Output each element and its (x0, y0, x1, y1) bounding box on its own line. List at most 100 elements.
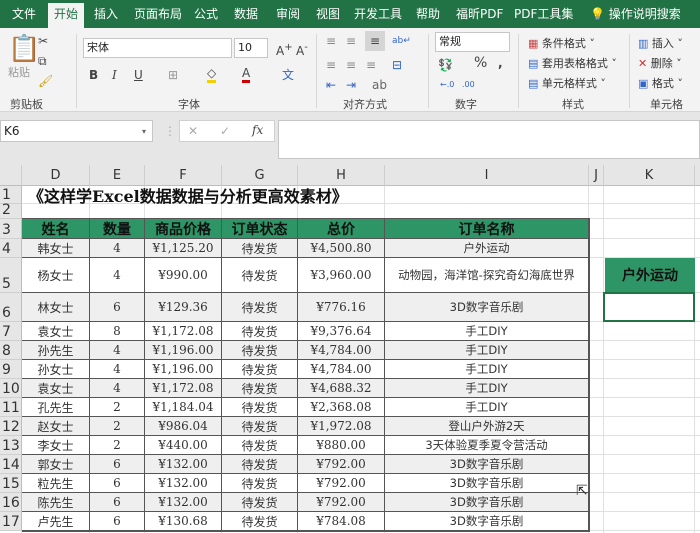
orientation-icon[interactable]: ab (372, 78, 387, 92)
tab-3[interactable]: 页面布局 (134, 7, 183, 21)
table-header-cell[interactable]: 总价 (298, 219, 384, 238)
row-header-13[interactable]: 13 (0, 436, 22, 455)
italic-button[interactable]: I (112, 68, 117, 82)
increase-font-icon[interactable]: A+ (276, 42, 293, 58)
row-header-5[interactable]: 5 (0, 258, 22, 293)
table-cell[interactable]: 手工DIY (385, 398, 588, 416)
tab-10[interactable]: 福昕PDF (456, 7, 504, 21)
paste-icon[interactable]: 📋 (8, 34, 41, 64)
table-cell[interactable]: 6 (90, 455, 144, 473)
column-header-F[interactable]: F (145, 165, 222, 186)
table-cell[interactable]: 手工DIY (385, 379, 588, 397)
table-cell[interactable]: 李女士 (22, 436, 89, 454)
sheet-title[interactable]: 《这样学Excel数据数据与分析更高效素材》 (28, 187, 348, 204)
table-cell[interactable]: ¥129.36 (145, 293, 221, 321)
table-cell[interactable]: 6 (90, 493, 144, 511)
k5-cell[interactable]: 户外运动 (605, 258, 695, 292)
table-cell[interactable]: 户外运动 (385, 239, 588, 257)
table-header-cell[interactable]: 数量 (90, 219, 144, 238)
table-cell[interactable]: 卢先生 (22, 512, 89, 530)
table-cell[interactable]: 孔先生 (22, 398, 89, 416)
table-cell[interactable]: ¥132.00 (145, 455, 221, 473)
table-cell[interactable]: 林女士 (22, 293, 89, 321)
table-cell[interactable]: 8 (90, 322, 144, 340)
table-cell[interactable]: 待发货 (222, 474, 297, 492)
table-cell[interactable]: ¥130.68 (145, 512, 221, 530)
table-cell[interactable]: ¥132.00 (145, 474, 221, 492)
row-header-12[interactable]: 12 (0, 417, 22, 436)
worksheet-grid[interactable]: D E F G H I J K 1 2 3 4 5 6 7 8 9 10 11 12 13 14 15 16 17 《这样学Exc… (0, 165, 700, 533)
table-cell[interactable]: 待发货 (222, 455, 297, 473)
table-cell[interactable]: 待发货 (222, 341, 297, 359)
fill-color-icon[interactable]: ◇ (207, 66, 217, 83)
table-cell[interactable]: 4 (90, 341, 144, 359)
wrap-text-icon[interactable]: ab↵ (392, 36, 411, 46)
selected-cell-k6[interactable] (603, 292, 695, 322)
table-cell[interactable]: 待发货 (222, 239, 297, 257)
align-right-icon[interactable]: ≡ (366, 58, 377, 72)
table-cell[interactable]: ¥1,972.08 (298, 417, 384, 435)
row-header-16[interactable]: 16 (0, 493, 22, 512)
table-cell[interactable]: 待发货 (222, 417, 297, 435)
cut-icon[interactable]: ✂ (38, 34, 49, 48)
table-cell[interactable]: 手工DIY (385, 322, 588, 340)
row-header-14[interactable]: 14 (0, 455, 22, 474)
column-header-H[interactable]: H (298, 165, 385, 186)
tab-1[interactable]: 开始 (48, 3, 85, 28)
table-cell[interactable]: ¥1,196.00 (145, 341, 221, 359)
table-cell[interactable]: 手工DIY (385, 360, 588, 378)
table-cell[interactable]: 4 (90, 379, 144, 397)
column-header-E[interactable]: E (90, 165, 145, 186)
table-cell[interactable]: 3D数字音乐剧 (385, 493, 588, 511)
align-center-icon[interactable]: ≡ (346, 58, 357, 72)
name-box[interactable]: K6 (0, 120, 153, 142)
bold-button[interactable]: B (89, 68, 99, 82)
table-cell[interactable]: ¥1,125.20 (145, 239, 221, 257)
table-header-cell[interactable]: 姓名 (22, 219, 89, 238)
tab-2[interactable]: 插入 (94, 7, 119, 21)
table-cell[interactable]: ¥2,368.08 (298, 398, 384, 416)
table-cell[interactable]: 2 (90, 436, 144, 454)
formula-input[interactable] (278, 120, 700, 159)
table-cell[interactable]: 赵女士 (22, 417, 89, 435)
table-cell[interactable]: ¥1,196.00 (145, 360, 221, 378)
row-header-10[interactable]: 10 (0, 379, 22, 398)
table-cell[interactable]: 待发货 (222, 322, 297, 340)
comma-button[interactable]: , (498, 56, 503, 70)
row-header-8[interactable]: 8 (0, 341, 22, 360)
font-color-icon[interactable]: A (242, 66, 251, 83)
tab-11[interactable]: PDF工具集 (514, 7, 574, 21)
decrease-decimal-icon[interactable]: .00 (462, 80, 475, 89)
tab-9[interactable]: 帮助 (416, 7, 441, 21)
column-header-D[interactable]: D (22, 165, 90, 186)
table-cell[interactable]: 待发货 (222, 293, 297, 321)
table-cell[interactable]: 袁女士 (22, 379, 89, 397)
cell-styles-button[interactable]: ▤ 单元格样式 ˅ (528, 77, 606, 90)
number-format-select[interactable]: 常规 (435, 32, 510, 52)
align-left-icon[interactable]: ≡ (326, 58, 337, 72)
font-name-select[interactable]: 宋体 (83, 38, 232, 58)
table-cell[interactable]: ¥132.00 (145, 493, 221, 511)
increase-decimal-icon[interactable]: ←.0 (440, 80, 455, 89)
table-cell[interactable]: ¥792.00 (298, 474, 384, 492)
table-cell[interactable]: ¥440.00 (145, 436, 221, 454)
table-cell[interactable]: ¥4,784.00 (298, 341, 384, 359)
row-header-4[interactable]: 4 (0, 239, 22, 258)
tab-6[interactable]: 审阅 (276, 7, 301, 21)
row-header-15[interactable]: 15 (0, 474, 22, 493)
table-cell[interactable]: 陈先生 (22, 493, 89, 511)
border-icon[interactable]: ⊞ (168, 68, 179, 82)
table-cell[interactable]: 4 (90, 239, 144, 257)
font-size-select[interactable]: 10 (234, 38, 268, 58)
table-cell[interactable]: ¥4,784.00 (298, 360, 384, 378)
table-cell[interactable]: 待发货 (222, 398, 297, 416)
table-cell[interactable]: ¥880.00 (298, 436, 384, 454)
table-cell[interactable]: 3D数字音乐剧 (385, 293, 588, 321)
align-middle-icon[interactable]: ≡ (346, 34, 357, 48)
tab-7[interactable]: 视图 (316, 7, 341, 21)
table-cell[interactable]: 3D数字音乐剧 (385, 455, 588, 473)
table-cell[interactable]: 待发货 (222, 493, 297, 511)
tab-5[interactable]: 数据 (234, 7, 259, 21)
table-cell[interactable]: ¥792.00 (298, 455, 384, 473)
table-cell[interactable]: ¥3,960.00 (298, 258, 384, 292)
